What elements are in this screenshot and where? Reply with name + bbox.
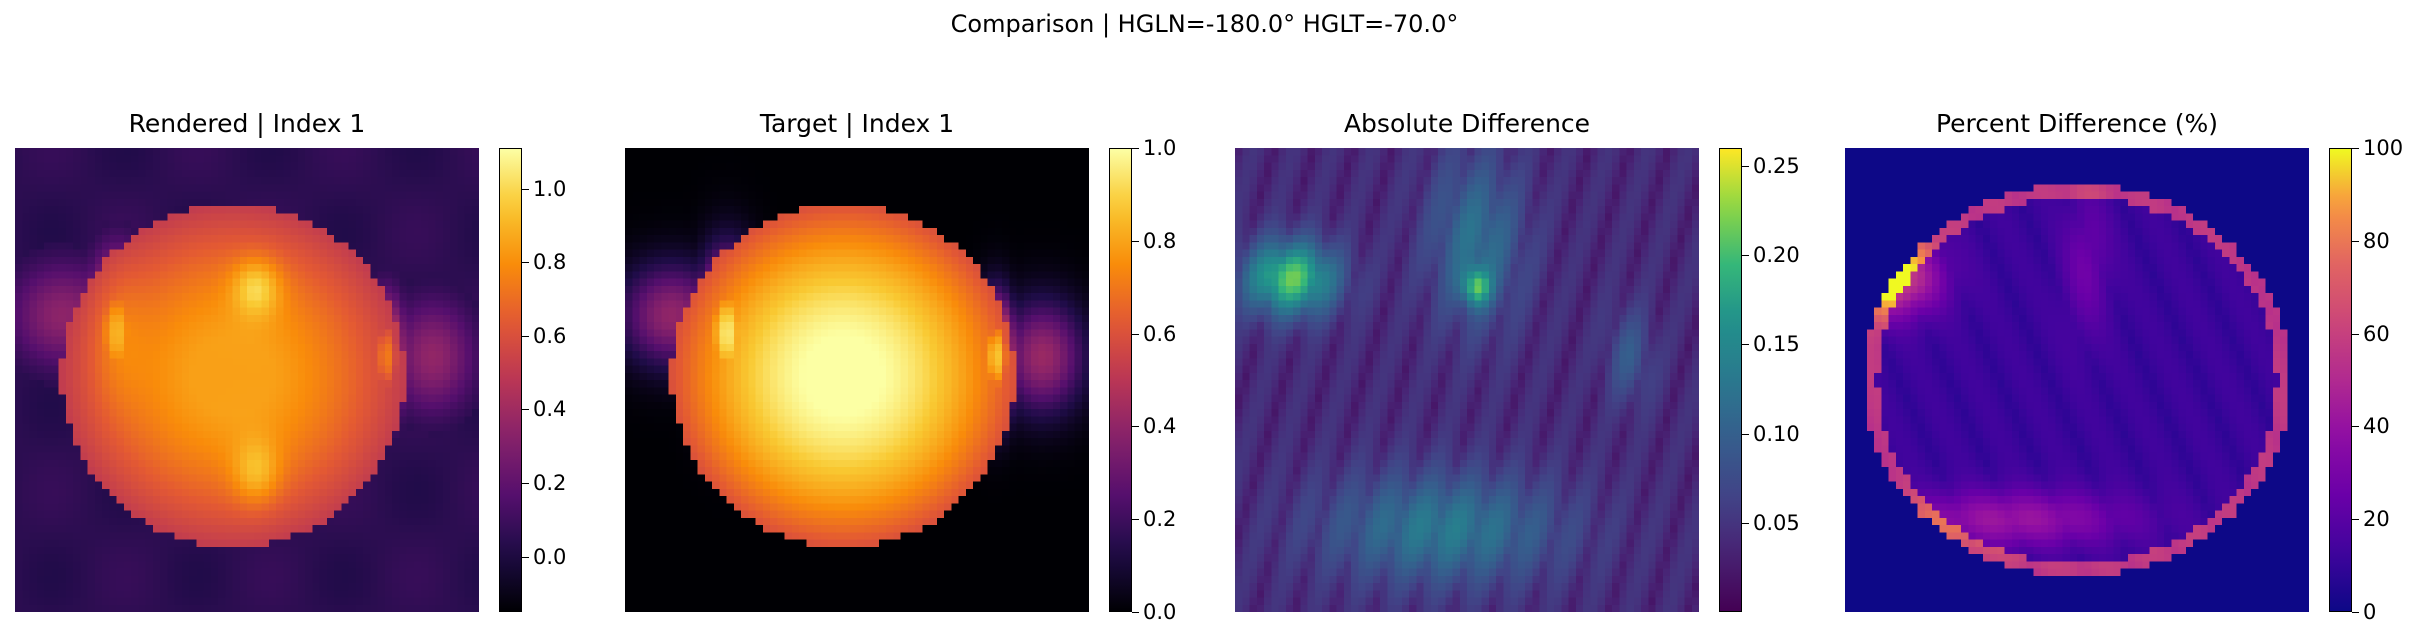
- colorbar-tick: [1742, 434, 1749, 435]
- colorbar-tick-label: 0.15: [1753, 332, 1800, 356]
- colorbar-tick: [1742, 166, 1749, 167]
- panel-3-colorbar: [1719, 148, 1742, 612]
- colorbar-tick-label: 20: [2363, 507, 2390, 531]
- colorbar-tick: [2352, 519, 2359, 520]
- panel-2-colorbar: [1109, 148, 1132, 612]
- colorbar-tick-label: 0.4: [533, 397, 567, 421]
- colorbar-tick-label: 0.2: [1143, 507, 1177, 531]
- colorbar-tick: [2352, 148, 2359, 149]
- colorbar-tick: [2352, 612, 2359, 613]
- colorbar-tick: [1132, 334, 1139, 335]
- colorbar-tick-label: 0.6: [1143, 322, 1177, 346]
- colorbar-tick: [522, 336, 529, 337]
- colorbar-tick: [2352, 426, 2359, 427]
- panel-3-title: Absolute Difference: [1343, 109, 1591, 138]
- colorbar-tick-label: 100: [2363, 136, 2404, 160]
- panel-1-heatmap: [15, 148, 479, 612]
- colorbar-tick: [1742, 255, 1749, 256]
- colorbar-tick: [1132, 148, 1139, 149]
- panel-4-title: Percent Difference (%): [1935, 109, 2219, 138]
- colorbar-tick-label: 40: [2363, 414, 2390, 438]
- colorbar-tick-label: 60: [2363, 322, 2390, 346]
- panel-1-colorbar: [499, 148, 522, 612]
- colorbar-tick-label: 0.6: [533, 324, 567, 348]
- colorbar-tick: [1132, 612, 1139, 613]
- colorbar-tick-label: 1.0: [1143, 136, 1177, 160]
- figure-suptitle: Comparison | HGLN=-180.0° HGLT=-70.0°: [950, 10, 1459, 38]
- colorbar-tick-label: 0.0: [533, 545, 567, 569]
- colorbar-tick-label: 0.2: [533, 471, 567, 495]
- colorbar-tick: [522, 557, 529, 558]
- panel-2-heatmap: [625, 148, 1089, 612]
- colorbar-tick: [1132, 426, 1139, 427]
- colorbar-tick: [2352, 241, 2359, 242]
- colorbar-tick-label: 1.0: [533, 177, 567, 201]
- colorbar-tick: [1132, 241, 1139, 242]
- colorbar-tick: [522, 262, 529, 263]
- colorbar-tick-label: 0.20: [1753, 243, 1800, 267]
- panel-4-colorbar: [2329, 148, 2352, 612]
- colorbar-tick-label: 0.10: [1753, 422, 1800, 446]
- panel-1-title: Rendered | Index 1: [128, 109, 366, 138]
- colorbar-tick: [2352, 334, 2359, 335]
- panel-3-heatmap: [1235, 148, 1699, 612]
- colorbar-tick-label: 0: [2363, 600, 2377, 624]
- colorbar-tick: [1742, 523, 1749, 524]
- colorbar-tick-label: 0.0: [1143, 600, 1177, 624]
- colorbar-tick-label: 0.8: [1143, 229, 1177, 253]
- colorbar-tick-label: 0.05: [1753, 511, 1800, 535]
- colorbar-tick-label: 80: [2363, 229, 2390, 253]
- colorbar-tick-label: 0.4: [1143, 414, 1177, 438]
- colorbar-tick: [1742, 344, 1749, 345]
- colorbar-tick: [1132, 519, 1139, 520]
- colorbar-tick: [522, 409, 529, 410]
- colorbar-tick: [522, 483, 529, 484]
- panel-2-title: Target | Index 1: [759, 109, 955, 138]
- colorbar-tick-label: 0.8: [533, 250, 567, 274]
- colorbar-tick: [522, 189, 529, 190]
- panel-4-heatmap: [1845, 148, 2309, 612]
- colorbar-tick-label: 0.25: [1753, 154, 1800, 178]
